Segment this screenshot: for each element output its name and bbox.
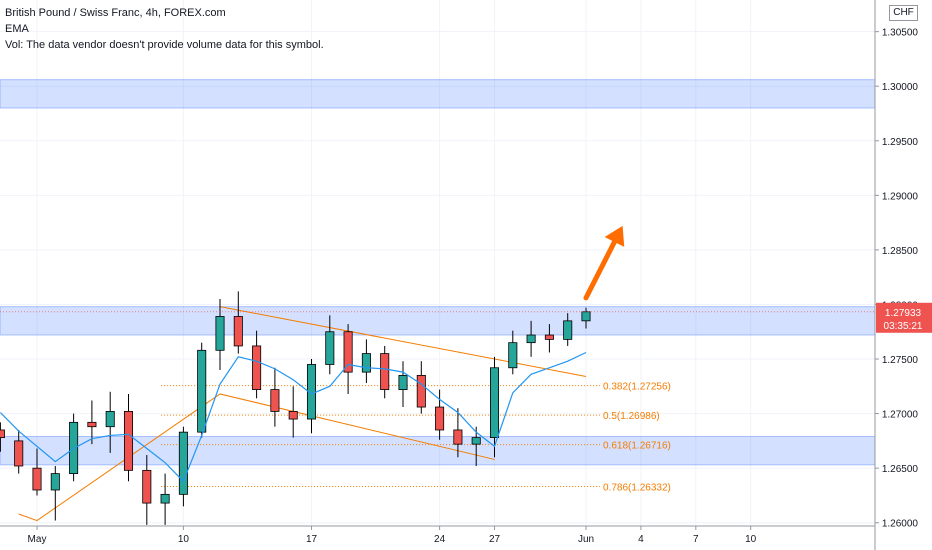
candle-body bbox=[489, 367, 500, 439]
channel-upper-line bbox=[219, 306, 587, 377]
x-tick-label: 17 bbox=[306, 534, 318, 545]
candle-body bbox=[563, 320, 573, 340]
candle-body bbox=[105, 411, 115, 428]
x-axis: May 10 17 24 27 Jun 4 7 10 bbox=[0, 525, 875, 545]
y-tick-label: 1.30000 bbox=[882, 82, 919, 93]
candle-body bbox=[288, 411, 298, 420]
candle-body bbox=[435, 406, 445, 431]
candle-body bbox=[197, 349, 207, 433]
candle-body bbox=[544, 334, 554, 340]
ema-line bbox=[0, 351, 587, 483]
candle-body bbox=[142, 469, 152, 504]
x-tick-label: 10 bbox=[745, 534, 757, 545]
y-axis: 1.260001.265001.270001.275001.280001.285… bbox=[874, 0, 919, 550]
candle-body bbox=[0, 429, 5, 439]
candle-body bbox=[398, 375, 408, 390]
y-tick-label: 1.27500 bbox=[882, 355, 919, 366]
grid bbox=[0, 0, 875, 526]
candle-body bbox=[87, 421, 97, 428]
candle-body bbox=[215, 316, 225, 351]
price-value: 1.27933 bbox=[885, 308, 922, 319]
sr-zones bbox=[0, 79, 876, 466]
x-tick-label: 24 bbox=[434, 534, 446, 545]
y-tick-label: 1.26500 bbox=[882, 464, 919, 475]
candles bbox=[0, 291, 591, 525]
support-resistance-zone bbox=[0, 79, 876, 109]
y-tick-label: 1.29500 bbox=[882, 137, 919, 148]
candle-body bbox=[123, 411, 134, 471]
arrow-shaft bbox=[583, 239, 617, 301]
volume-note: Vol: The data vendor doesn't provide vol… bbox=[5, 39, 324, 51]
x-tick-label: Jun bbox=[578, 534, 594, 545]
x-tick-label: 7 bbox=[693, 534, 699, 545]
candle-body bbox=[160, 493, 170, 504]
fib-level-label: 0.5(1.26986) bbox=[603, 411, 660, 422]
candle-body bbox=[50, 473, 60, 491]
support-resistance-zone bbox=[0, 306, 876, 336]
candle-body bbox=[178, 431, 188, 495]
fib-level-label: 0.618(1.26716) bbox=[603, 441, 671, 452]
candle-body bbox=[32, 467, 42, 491]
y-tick-label: 1.27000 bbox=[882, 410, 919, 421]
y-tick-label: 1.26000 bbox=[882, 519, 919, 530]
candle-body bbox=[453, 429, 463, 445]
candle-body bbox=[380, 353, 390, 390]
support-resistance-zone bbox=[0, 436, 876, 466]
y-tick-label: 1.29000 bbox=[882, 191, 919, 202]
candle-body bbox=[14, 440, 24, 467]
chart-legend: British Pound / Swiss Franc, 4h, FOREX.c… bbox=[5, 5, 324, 53]
candle-body bbox=[325, 331, 335, 365]
candle-body bbox=[361, 353, 371, 373]
ema-series-line bbox=[0, 351, 587, 483]
last-price: 1.27933 03:35:21 bbox=[0, 302, 932, 333]
symbol-title[interactable]: British Pound / Swiss Franc, 4h, FOREX.c… bbox=[5, 7, 226, 19]
candle-body bbox=[252, 345, 262, 390]
price-badge bbox=[876, 302, 932, 333]
candle-body bbox=[343, 331, 353, 373]
ema-indicator-label[interactable]: EMA bbox=[5, 23, 29, 35]
candle-body bbox=[581, 311, 591, 322]
currency-badge[interactable]: CHF bbox=[889, 5, 918, 21]
candle-body bbox=[508, 342, 518, 369]
x-tick-label: May bbox=[28, 534, 47, 545]
fib-level-label: 0.382(1.27256) bbox=[603, 382, 671, 393]
y-tick-label: 1.28500 bbox=[882, 246, 919, 257]
candle-body bbox=[416, 375, 426, 408]
price-countdown: 03:35:21 bbox=[884, 321, 923, 332]
fib-level-label: 0.786(1.26332) bbox=[603, 482, 671, 493]
trend-arrow bbox=[583, 225, 625, 301]
x-tick-label: 4 bbox=[638, 534, 644, 545]
plot-background bbox=[0, 0, 875, 526]
candle-body bbox=[526, 334, 536, 344]
candle-body bbox=[471, 437, 481, 445]
candle-body bbox=[233, 316, 243, 347]
arrow-head bbox=[604, 225, 625, 247]
x-tick-label: 27 bbox=[489, 534, 501, 545]
x-tick-label: 10 bbox=[178, 534, 190, 545]
candle-body bbox=[270, 389, 280, 412]
y-tick-label: 1.30500 bbox=[882, 28, 919, 39]
